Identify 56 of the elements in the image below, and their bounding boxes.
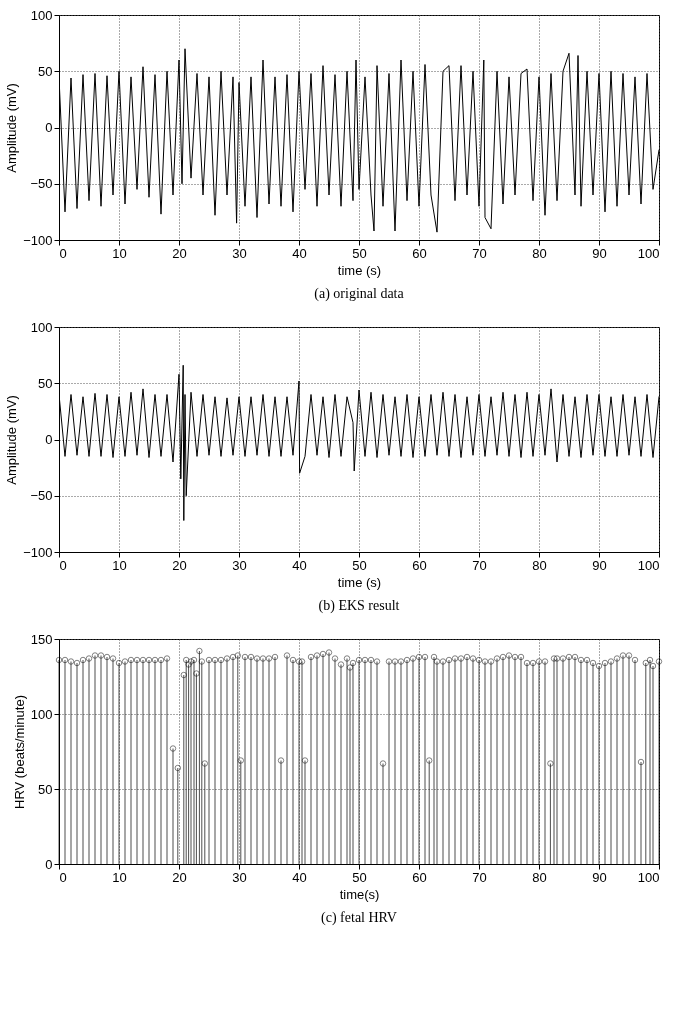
y-tick-label: −50 xyxy=(30,488,53,504)
x-tick-label: 30 xyxy=(232,869,247,885)
x-tick-label: 40 xyxy=(292,557,307,573)
x-tick-label: 50 xyxy=(352,869,367,885)
y-tick-label: 50 xyxy=(38,63,53,79)
y-tick-label: 0 xyxy=(45,120,53,135)
text: (b) EKS result xyxy=(318,598,400,614)
x-tick-label: 40 xyxy=(292,245,307,261)
x-tick-label: 70 xyxy=(472,869,487,885)
x-tick-label: 100 xyxy=(637,245,660,261)
x-tick-label: 0 xyxy=(59,869,67,885)
x-tick-label: 10 xyxy=(112,245,127,261)
x-tick-label: 0 xyxy=(59,245,67,261)
x-tick-label: 60 xyxy=(412,869,427,885)
y-tick-label: 0 xyxy=(45,856,53,872)
x-axis-title: time (s) xyxy=(337,262,382,278)
text: (a) original data xyxy=(314,286,405,302)
x-tick-label: 90 xyxy=(592,245,607,261)
x-tick-label: 100 xyxy=(637,869,660,885)
x-tick-label: 90 xyxy=(592,557,607,573)
y-tick-label: 100 xyxy=(30,706,53,722)
y-tick-label: −50 xyxy=(30,176,53,192)
x-tick-label: 100 xyxy=(637,557,660,573)
x-tick-label: 10 xyxy=(112,557,127,573)
x-tick-label: 30 xyxy=(232,245,247,261)
y-tick-label: 100 xyxy=(30,7,53,23)
y-tick-label: 50 xyxy=(38,781,53,797)
y-tick-label: 150 xyxy=(30,631,53,647)
y-tick-label: −100 xyxy=(23,232,53,248)
x-axis-title: time(s) xyxy=(339,886,380,902)
x-tick-label: 50 xyxy=(352,245,367,261)
x-axis-title: time (s) xyxy=(337,574,382,590)
y-axis-title: HRV (beats/minute) xyxy=(11,695,27,809)
x-tick-label: 70 xyxy=(472,245,487,261)
y-tick-label: 50 xyxy=(38,375,53,391)
text: (c) fetal HRV xyxy=(321,910,397,926)
y-tick-label: 0 xyxy=(45,432,53,447)
y-axis-title: Amplitude (mV) xyxy=(4,395,20,485)
x-tick-label: 50 xyxy=(352,557,367,573)
x-tick-label: 70 xyxy=(472,557,487,573)
x-tick-label: 0 xyxy=(59,557,67,573)
x-tick-label: 60 xyxy=(412,245,427,261)
y-axis-title: Amplitude (mV) xyxy=(4,83,20,173)
x-tick-label: 40 xyxy=(292,869,307,885)
x-tick-label: 80 xyxy=(532,557,547,573)
x-tick-label: 90 xyxy=(592,869,607,885)
x-tick-label: 30 xyxy=(232,557,247,573)
x-tick-label: 80 xyxy=(532,869,547,885)
x-tick-label: 20 xyxy=(172,869,187,885)
x-tick-label: 10 xyxy=(112,869,127,885)
x-tick-label: 80 xyxy=(532,245,547,261)
y-tick-label: −100 xyxy=(23,544,53,560)
x-tick-label: 60 xyxy=(412,557,427,573)
x-tick-label: 20 xyxy=(172,245,187,261)
y-tick-label: 100 xyxy=(30,319,53,335)
x-tick-label: 20 xyxy=(172,557,187,573)
